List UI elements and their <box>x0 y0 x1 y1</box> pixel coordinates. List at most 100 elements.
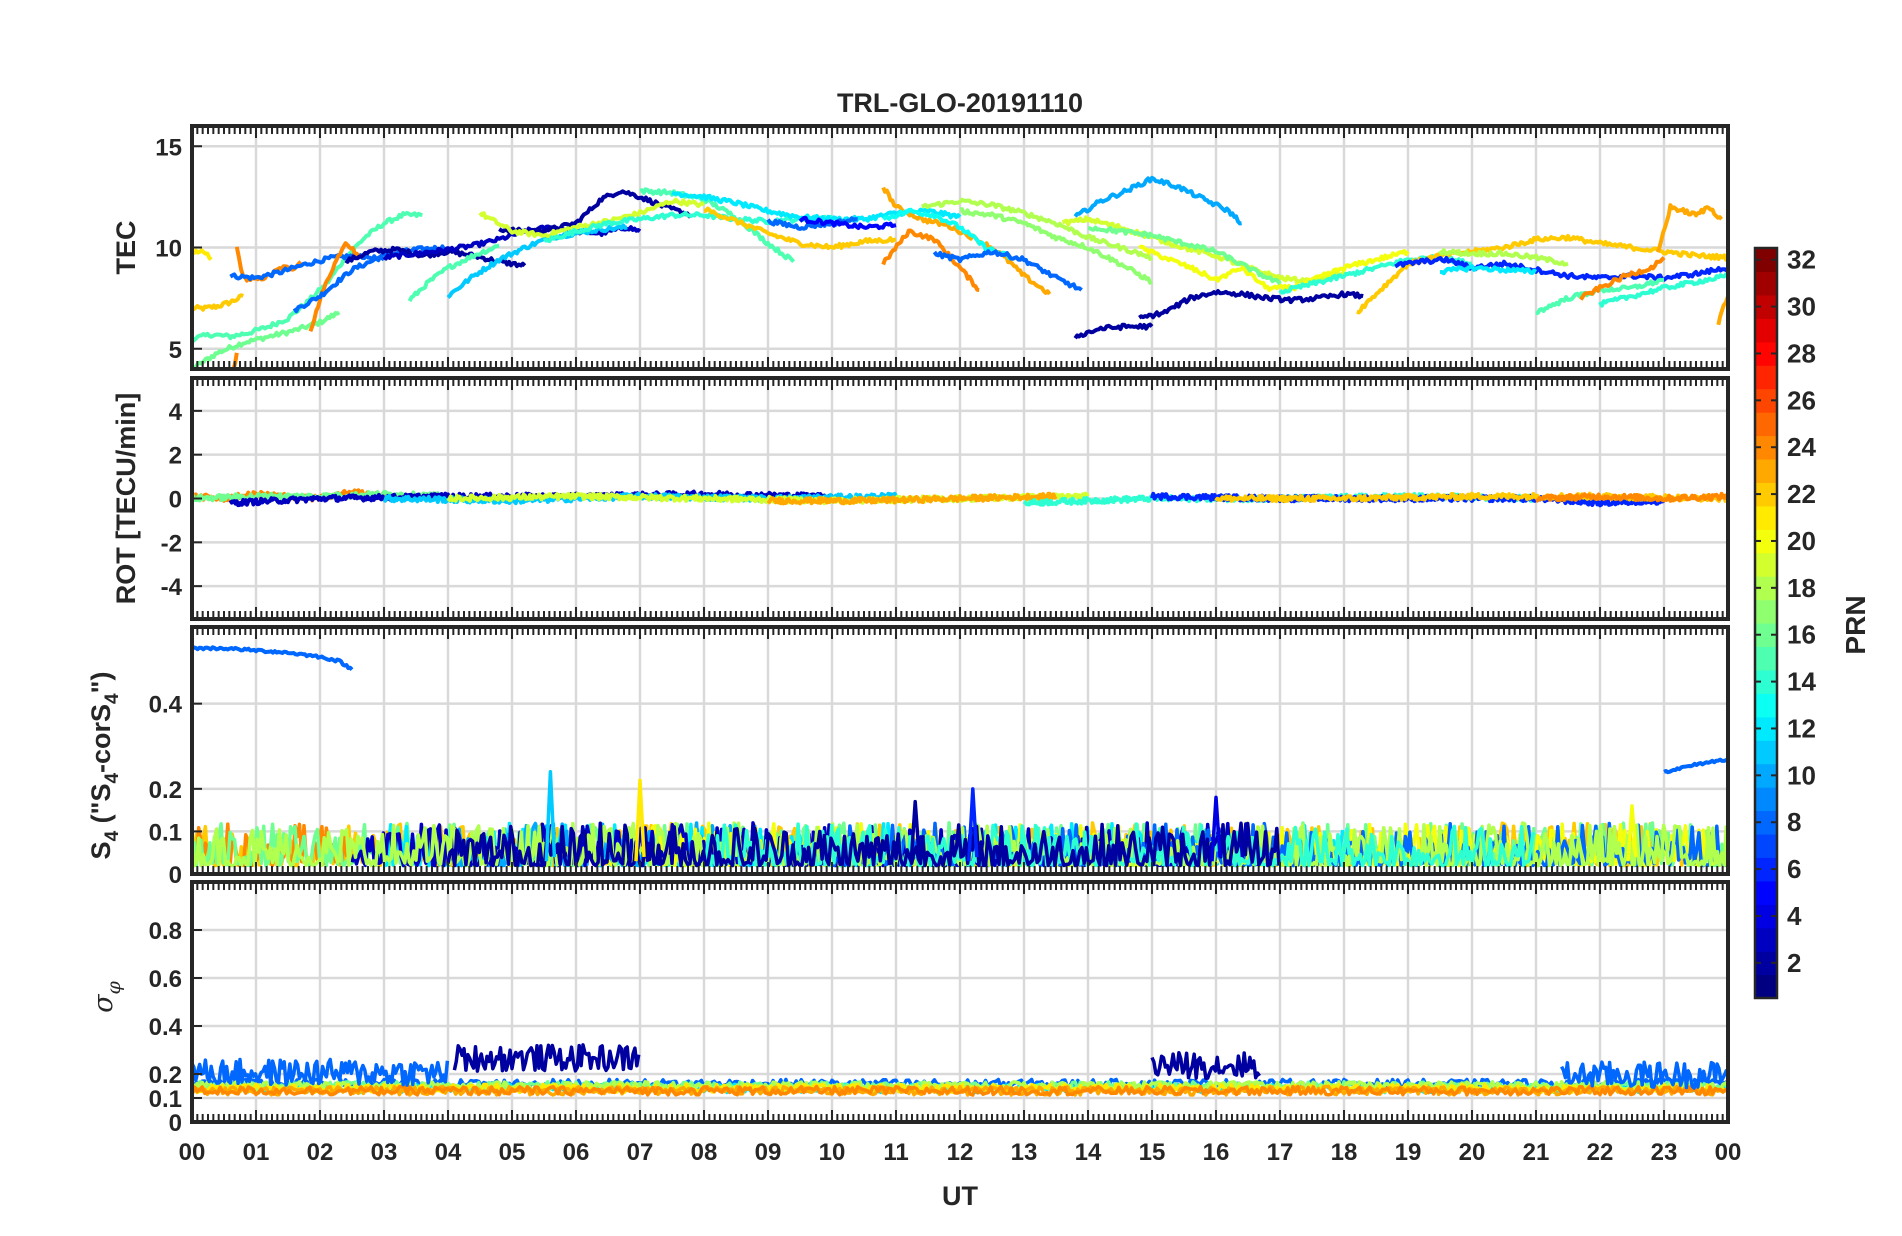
tec-series-prn-8 <box>292 244 450 314</box>
panel-s4: 0 0.1 0.2 0.4 S4 ("S4-corS4") <box>86 625 1730 889</box>
colorbar-cell-prn-2 <box>1755 951 1777 976</box>
x-tick-label: 06 <box>563 1139 590 1166</box>
y-tick-label: 0.6 <box>149 966 182 993</box>
x-tick-label: 17 <box>1267 1139 1294 1166</box>
x-tick-label: 08 <box>691 1139 718 1166</box>
y-tick-label: -2 <box>161 530 182 557</box>
x-tick-label: 10 <box>819 1139 846 1166</box>
sigma-band-prn-2 <box>452 1043 641 1073</box>
minor-ticks-rot <box>191 378 1729 619</box>
colorbar-cell-prn-12 <box>1755 716 1777 741</box>
colorbar-tick-label: 6 <box>1787 854 1801 884</box>
colorbar-cell-prn-19 <box>1755 552 1777 577</box>
y-tick-label: 10 <box>155 236 182 263</box>
colorbar-tick-label: 26 <box>1787 385 1816 415</box>
minor-ticks-s4 <box>191 627 1729 874</box>
tec-series-prn-15 <box>192 210 423 343</box>
tec-series-prn-8 <box>932 249 1083 292</box>
s4-series-prn-8 <box>192 645 354 671</box>
x-tick-label: 09 <box>755 1139 782 1166</box>
colorbar-tick-label: 20 <box>1787 526 1816 556</box>
colorbar-cell-prn-11 <box>1755 740 1777 765</box>
colorbar-cell-prn-22 <box>1755 482 1777 507</box>
sigma-band-prn-8 <box>1560 1060 1728 1090</box>
colorbar-cell-prn-5 <box>1755 880 1777 905</box>
colorbar-cell-prn-24 <box>1755 435 1777 460</box>
y-tick-label: 0.1 <box>149 1086 182 1113</box>
x-tick-label: 03 <box>371 1139 398 1166</box>
x-tick-label: 11 <box>883 1139 908 1166</box>
colorbar-cell-prn-27 <box>1755 365 1777 390</box>
sigma-band-prn-8 <box>192 1057 450 1087</box>
y-axis-label-rot: ROT [TECU/min] <box>111 393 141 604</box>
y-tick-label: 0.2 <box>149 777 182 804</box>
colorbar-label: PRN <box>1840 595 1871 654</box>
tec-series-prn-5 <box>798 215 897 231</box>
tec-series-prn-12 <box>1439 264 1538 276</box>
rot-series-prn-23 <box>766 491 1058 506</box>
panel-sigma: 00.10.2 0.4 0.6 0.8 σφ <box>88 880 1730 1137</box>
tec-series-prn-24 <box>308 241 360 332</box>
plot-area-sigma <box>192 1043 1728 1097</box>
tec-series-prn-15 <box>407 243 500 302</box>
colorbar-cell-prn-25 <box>1755 412 1777 437</box>
x-tick-label: 19 <box>1395 1139 1422 1166</box>
colorbar-tick-label: 22 <box>1787 479 1816 509</box>
x-tick-label: 05 <box>499 1139 526 1166</box>
colorbar-cell-prn-20 <box>1755 529 1777 554</box>
y-tick-label: 0.2 <box>149 1062 182 1089</box>
x-tick-label: 02 <box>307 1139 334 1166</box>
tec-series-prn-13 <box>881 207 1012 261</box>
y-tick-label: 4 <box>169 399 183 426</box>
x-tick-labels: 00 01 02 03 04 05 06 07 08 09 10 11 12 13 14 15 16 17 18 19… <box>179 1139 1742 1166</box>
colorbar-cell-prn-7 <box>1755 833 1777 858</box>
x-tick-label: 15 <box>1139 1139 1166 1166</box>
tec-series-prn-14 <box>1598 272 1728 308</box>
colorbar-tick-label: 32 <box>1787 245 1816 275</box>
colorbar-tick-label: 16 <box>1787 620 1816 650</box>
colorbar-tick-label: 8 <box>1787 807 1801 837</box>
y-tick-label: 0 <box>169 487 182 514</box>
colorbar-tick-label: 4 <box>1787 901 1802 931</box>
y-axis-label-tec: TEC <box>111 221 141 275</box>
tec-series-prn-18 <box>921 197 1154 261</box>
y-tick-label: -4 <box>161 574 183 601</box>
x-tick-label: 14 <box>1075 1139 1102 1166</box>
x-tick-label: 07 <box>627 1139 654 1166</box>
tec-series-prn-15 <box>639 187 796 264</box>
y-tick-label: 0.1 <box>149 819 182 846</box>
x-tick-label: 18 <box>1331 1139 1358 1166</box>
x-tick-label: 01 <box>243 1139 270 1166</box>
tec-series-prn-22 <box>192 293 245 312</box>
tec-series-prn-23 <box>1655 203 1724 253</box>
x-tick-label: 16 <box>1203 1139 1230 1166</box>
colorbar-cell-prn-14 <box>1755 669 1777 694</box>
s4-noise-prn-2 <box>446 821 1281 868</box>
tec-series-prn-16 <box>192 310 341 369</box>
tec-series-prn-10 <box>1073 175 1242 226</box>
tec-series-prn-18 <box>1438 248 1569 267</box>
x-tick-label: 20 <box>1459 1139 1486 1166</box>
tec-series-prn-16 <box>1087 225 1282 286</box>
colorbar-tick-label: 10 <box>1787 760 1816 790</box>
colorbar-cell-prn-4 <box>1755 904 1777 929</box>
tec-series-prn-22 <box>703 206 897 250</box>
y-tick-label: 5 <box>169 337 182 364</box>
tec-series-prn-17 <box>959 207 1153 285</box>
colorbar-cell-prn-13 <box>1755 693 1777 718</box>
y-tick-label: 2 <box>169 443 182 470</box>
tec-series-prn-14 <box>542 211 833 244</box>
colorbar-cell-prn-26 <box>1755 388 1777 413</box>
tec-series-prn-20 <box>1138 244 1410 292</box>
colorbar-tick-label: 2 <box>1787 948 1801 978</box>
y-tick-label: 0 <box>169 1110 182 1137</box>
minor-ticks-tec <box>191 126 1729 369</box>
colorbar-tick-label: 24 <box>1787 432 1816 462</box>
colorbar-cell-prn-6 <box>1755 857 1777 882</box>
tec-series-prn-2 <box>1138 289 1364 320</box>
y-tick-label: 0.4 <box>149 692 183 719</box>
x-tick-label: 23 <box>1651 1139 1678 1166</box>
y-tick-label: 15 <box>155 134 182 161</box>
